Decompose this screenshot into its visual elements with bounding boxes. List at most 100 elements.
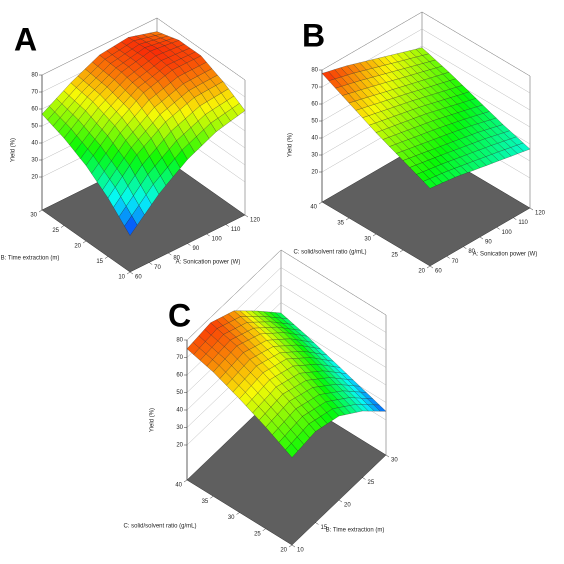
x-tick-label: 15 [321,525,328,531]
z-tick-label: 20 [31,175,38,181]
x-tick-label: 120 [535,211,546,217]
y-tick-label: 15 [96,259,103,265]
x-tick-label: 80 [468,249,475,255]
y-tick [104,256,109,259]
x-tick-label: 60 [135,275,142,281]
y-tick [60,225,65,228]
grid-line [41,17,246,81]
panel-label: C [168,297,191,333]
grid-line [186,249,387,341]
y-axis-label: C: solid/solvent ratio (g/mL) [123,524,196,530]
y-axis-label: B: Time extraction (m) [1,256,60,262]
y-tick-label: 25 [52,228,59,234]
grid-line [321,11,531,77]
z-tick-label: 60 [311,102,318,108]
x-tick-label: 70 [154,265,161,271]
z-tick-label: 70 [31,90,38,96]
y-tick [236,512,240,515]
y-tick [372,233,377,237]
x-tick [149,262,153,265]
panel-label: B [302,17,325,53]
y-tick-label: 40 [175,483,182,489]
x-tick [362,477,366,480]
z-tick-label: 30 [31,158,38,164]
z-tick-label: 70 [311,85,318,91]
y-tick-label: 30 [364,237,371,243]
z-tick-label: 20 [176,443,183,449]
x-tick-label: 110 [231,227,241,233]
y-tick-label: 25 [254,531,261,537]
x-tick-label: 90 [193,246,200,252]
x-tick-label: 80 [173,256,180,262]
x-tick [291,544,296,548]
z-axis-label: Yield (%) [288,133,294,157]
x-tick [385,454,390,458]
z-tick-label: 80 [176,338,183,344]
x-tick-label: 30 [391,458,398,464]
z-tick-label: 70 [176,355,183,361]
y-tick [126,271,131,275]
z-tick-label: 20 [311,170,318,176]
y-tick [318,201,323,205]
x-tick [463,246,467,249]
x-axis-label: A: Sonication power (W) [176,260,241,266]
x-tick [187,243,191,246]
x-tick-label: 10 [297,548,304,554]
y-tick [399,249,404,253]
y-axis-label: C: solid/solvent ratio (g/mL) [293,250,366,256]
y-tick [38,209,43,213]
x-axis-label: B: Time extraction (m) [326,528,385,534]
z-tick-label: 50 [176,390,183,396]
y-tick [183,479,188,483]
x-tick [496,227,500,230]
y-tick-label: 10 [118,275,125,281]
x-tick [338,499,343,503]
surface-patch [124,215,138,236]
z-tick-label: 30 [311,153,318,159]
y-tick-label: 40 [310,205,317,211]
y-tick-label: 20 [74,244,81,250]
x-tick-label: 70 [452,259,459,265]
x-tick [529,207,534,211]
x-tick-label: 25 [368,480,375,486]
x-tick-label: 20 [344,503,351,509]
surface-patch [285,443,299,458]
x-tick [315,522,319,525]
z-tick-label: 40 [176,408,183,414]
x-tick-label: 60 [435,269,442,275]
x-tick-label: 90 [485,240,492,246]
panel-label: A [14,21,37,57]
x-tick-label: 100 [212,237,223,243]
y-tick-label: 20 [280,548,287,554]
x-tick [206,233,210,237]
y-tick [262,528,266,531]
x-tick [429,265,434,269]
z-tick-label: 40 [31,141,38,147]
y-tick-label: 30 [30,213,37,219]
y-tick-label: 35 [337,221,344,227]
z-tick-label: 50 [31,124,38,130]
y-tick [210,496,214,499]
y-tick-label: 30 [228,515,235,521]
x-tick [168,252,172,256]
z-tick-label: 40 [311,136,318,142]
y-tick [426,265,431,269]
z-tick-label: 80 [311,68,318,74]
x-tick [513,217,517,220]
x-tick [129,271,134,275]
x-tick [225,224,229,227]
y-tick [288,544,293,548]
surface-patch [423,178,437,189]
x-tick [446,256,450,259]
x-tick-label: 110 [518,220,528,226]
y-tick [82,240,87,244]
x-tick-label: 100 [502,230,513,236]
z-tick-label: 50 [311,119,318,125]
x-tick-label: 120 [250,218,261,224]
z-tick-label: 60 [31,107,38,113]
y-tick-label: 35 [202,499,209,505]
z-tick-label: 80 [31,73,38,79]
x-tick [479,236,484,240]
z-tick-label: 60 [176,373,183,379]
